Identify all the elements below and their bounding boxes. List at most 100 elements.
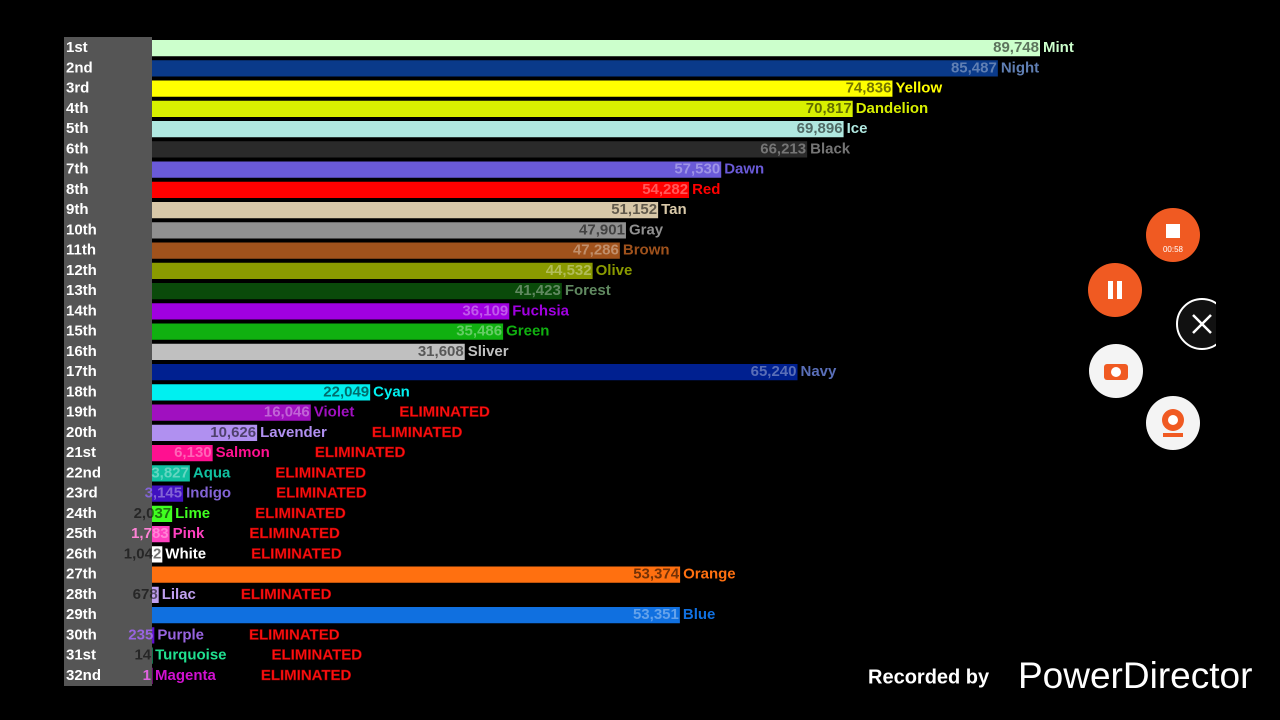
status-label: ELIMINATED xyxy=(241,586,332,603)
rank-label: 3rd xyxy=(66,80,89,97)
bar-name: Lime xyxy=(175,505,210,522)
rank-label: 1st xyxy=(66,39,88,56)
rank-label: 24th xyxy=(66,505,97,522)
bar xyxy=(152,607,680,624)
watermark-brand: PowerDirector xyxy=(1018,655,1252,696)
bar-name: Yellow xyxy=(895,80,942,97)
bar-name: Turquoise xyxy=(155,647,226,664)
bar-name: Night xyxy=(1001,59,1039,76)
bar-name: Violet xyxy=(314,404,355,421)
value-label: 57,530 xyxy=(674,161,720,178)
bar-name: Brown xyxy=(623,242,670,259)
bar xyxy=(152,546,163,563)
bar-name: Pink xyxy=(173,525,205,542)
rank-label: 20th xyxy=(66,424,97,441)
value-label: 3,145 xyxy=(145,485,183,502)
bar-name: Fuchsia xyxy=(512,302,569,319)
rank-label: 10th xyxy=(66,221,97,238)
rank-label: 28th xyxy=(66,586,97,603)
bar-name: Sliver xyxy=(468,343,509,360)
bar-name: Ice xyxy=(847,120,868,137)
value-label: 44,532 xyxy=(546,262,592,279)
value-label: 1,783 xyxy=(131,525,169,542)
webcam-base xyxy=(1163,433,1183,437)
rank-column xyxy=(64,37,152,686)
value-label: 53,351 xyxy=(633,606,679,623)
value-label: 16,046 xyxy=(264,404,310,421)
rank-label: 5th xyxy=(66,120,89,137)
status-label: ELIMINATED xyxy=(255,505,346,522)
bar xyxy=(152,80,893,97)
bar xyxy=(152,647,153,664)
bar xyxy=(152,445,213,462)
value-label: 36,109 xyxy=(462,302,508,319)
stop-icon xyxy=(1166,224,1180,238)
value-label: 89,748 xyxy=(993,39,1039,56)
value-label: 678 xyxy=(133,586,158,603)
rank-label: 8th xyxy=(66,181,89,198)
value-label: 47,286 xyxy=(573,242,619,259)
bar-name: Cyan xyxy=(373,383,410,400)
rank-label: 13th xyxy=(66,282,97,299)
pause-button[interactable] xyxy=(1088,263,1142,317)
value-label: 74,836 xyxy=(846,80,892,97)
status-label: ELIMINATED xyxy=(249,626,340,643)
watermark-prefix: Recorded by xyxy=(868,666,990,688)
status-label: ELIMINATED xyxy=(251,545,342,562)
bar-name: Dawn xyxy=(724,161,764,178)
rank-label: 11th xyxy=(66,242,96,259)
value-label: 235 xyxy=(128,626,153,643)
value-label: 54,282 xyxy=(642,181,688,198)
recorder-time: 00:58 xyxy=(1163,245,1184,254)
rank-label: 30th xyxy=(66,626,97,643)
value-label: 1 xyxy=(143,667,151,684)
value-label: 22,049 xyxy=(323,383,369,400)
bar xyxy=(152,566,681,583)
chart: 1st 89,748 Mint 2nd 85,487 Night 3rd 74,836 Yell… xyxy=(66,39,1074,684)
bar-name: White xyxy=(165,545,206,562)
value-label: 66,213 xyxy=(760,140,806,157)
bar xyxy=(152,627,155,644)
rank-label: 12th xyxy=(66,262,97,279)
status-label: ELIMINATED xyxy=(372,424,463,441)
value-label: 2,037 xyxy=(134,505,172,522)
rank-label: 4th xyxy=(66,100,89,117)
bar xyxy=(152,485,184,502)
status-label: ELIMINATED xyxy=(272,647,363,664)
value-label: 1,042 xyxy=(124,545,162,562)
bar xyxy=(152,303,510,320)
bar-name: Mint xyxy=(1043,39,1074,56)
pause-icon xyxy=(1117,281,1122,299)
bar-name: Tan xyxy=(661,201,687,218)
pause-icon xyxy=(1108,281,1113,299)
bar-name: Green xyxy=(506,323,549,340)
rank-label: 16th xyxy=(66,343,97,360)
bar-name: Salmon xyxy=(216,444,270,461)
rank-label: 2nd xyxy=(66,59,93,76)
bar xyxy=(152,465,190,482)
value-label: 47,901 xyxy=(579,221,625,238)
rank-label: 14th xyxy=(66,302,97,319)
status-label: ELIMINATED xyxy=(399,404,490,421)
rank-label: 26th xyxy=(66,545,97,562)
bar xyxy=(152,141,808,158)
value-label: 51,152 xyxy=(611,201,657,218)
bar xyxy=(152,40,1040,57)
recorder-controls: 00:58 xyxy=(1088,208,1230,450)
bar xyxy=(152,60,998,77)
value-label: 41,423 xyxy=(515,282,561,299)
bar-name: Magenta xyxy=(155,667,217,684)
rank-label: 19th xyxy=(66,404,97,421)
status-label: ELIMINATED xyxy=(261,667,352,684)
bar xyxy=(152,262,593,279)
bar xyxy=(152,384,371,401)
rank-label: 17th xyxy=(66,363,97,380)
bar-name: Indigo xyxy=(186,485,231,502)
bar-name: Lavender xyxy=(260,424,327,441)
rank-label: 6th xyxy=(66,140,89,157)
bar xyxy=(152,161,722,178)
bar-name: Orange xyxy=(683,566,736,583)
rank-label: 25th xyxy=(66,525,97,542)
edge-mask xyxy=(1216,296,1230,352)
rank-label: 18th xyxy=(66,383,97,400)
